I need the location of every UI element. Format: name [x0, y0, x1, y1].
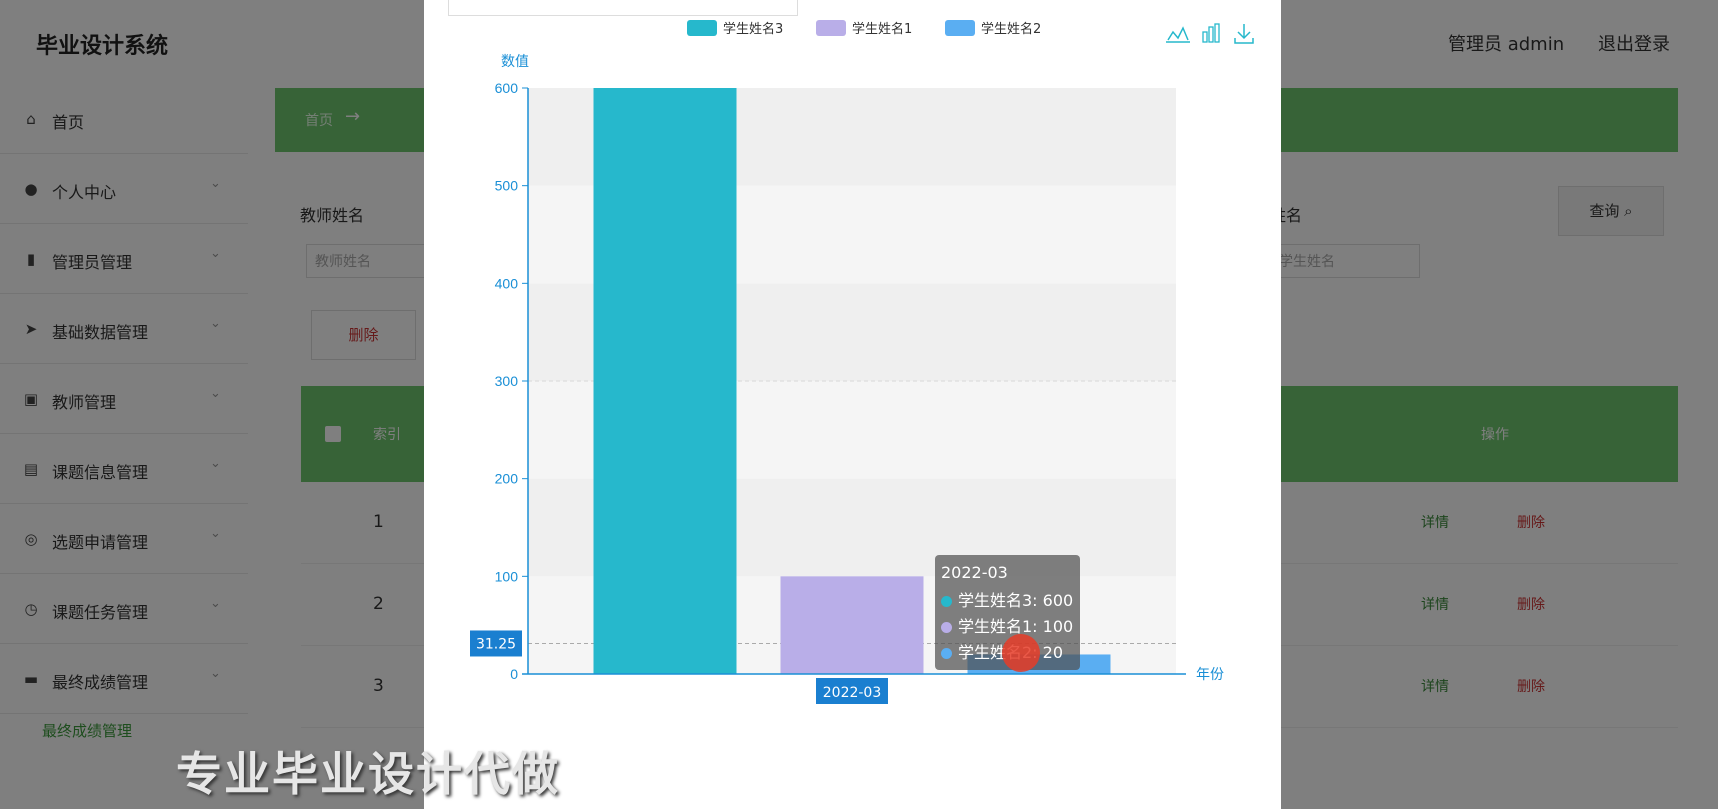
legend-swatch	[945, 20, 975, 36]
y-tick-label: 0	[510, 666, 518, 682]
y-tick-label: 400	[495, 275, 519, 291]
tooltip-row: 学生姓名1: 100	[941, 614, 1074, 640]
tooltip-row-text: 学生姓名3: 600	[958, 591, 1073, 610]
y-tick-label: 200	[495, 471, 519, 487]
y-tick-label: 100	[495, 568, 519, 584]
y-tick-label: 300	[495, 373, 519, 389]
bar-1	[594, 88, 737, 674]
y-tick-label: 600	[495, 80, 519, 96]
legend-swatch	[687, 20, 717, 36]
y-tick-label: 500	[495, 178, 519, 194]
legend-label: 学生姓名2	[981, 21, 1041, 37]
pointer-value-text: 31.25	[476, 636, 516, 652]
bar-chart-icon	[1203, 32, 1207, 42]
bar-chart-icon-bar	[1209, 27, 1213, 42]
tooltip-dot-series2	[941, 648, 952, 659]
watermark-text: 专业毕业设计代做	[176, 738, 560, 804]
tooltip-title: 2022-03	[941, 563, 1074, 582]
legend-label: 学生姓名1	[852, 21, 912, 37]
bar-2	[781, 576, 924, 674]
bar-chart-icon-bar	[1215, 24, 1219, 42]
legend-label: 学生姓名3	[723, 21, 783, 37]
tooltip-dot-series1	[941, 622, 952, 633]
tooltip-dot-series3	[941, 596, 952, 607]
legend-swatch	[816, 20, 846, 36]
mouse-cursor-highlight	[1002, 634, 1040, 672]
line-chart-icon	[1168, 28, 1188, 40]
x-axis-label: 年份	[1196, 667, 1224, 683]
tooltip-row-text: 学生姓名1: 100	[958, 617, 1073, 636]
tooltip-row: 学生姓名3: 600	[941, 588, 1074, 614]
pointer-category-text: 2022-03	[823, 685, 882, 701]
y-axis-label: 数值	[501, 54, 529, 70]
